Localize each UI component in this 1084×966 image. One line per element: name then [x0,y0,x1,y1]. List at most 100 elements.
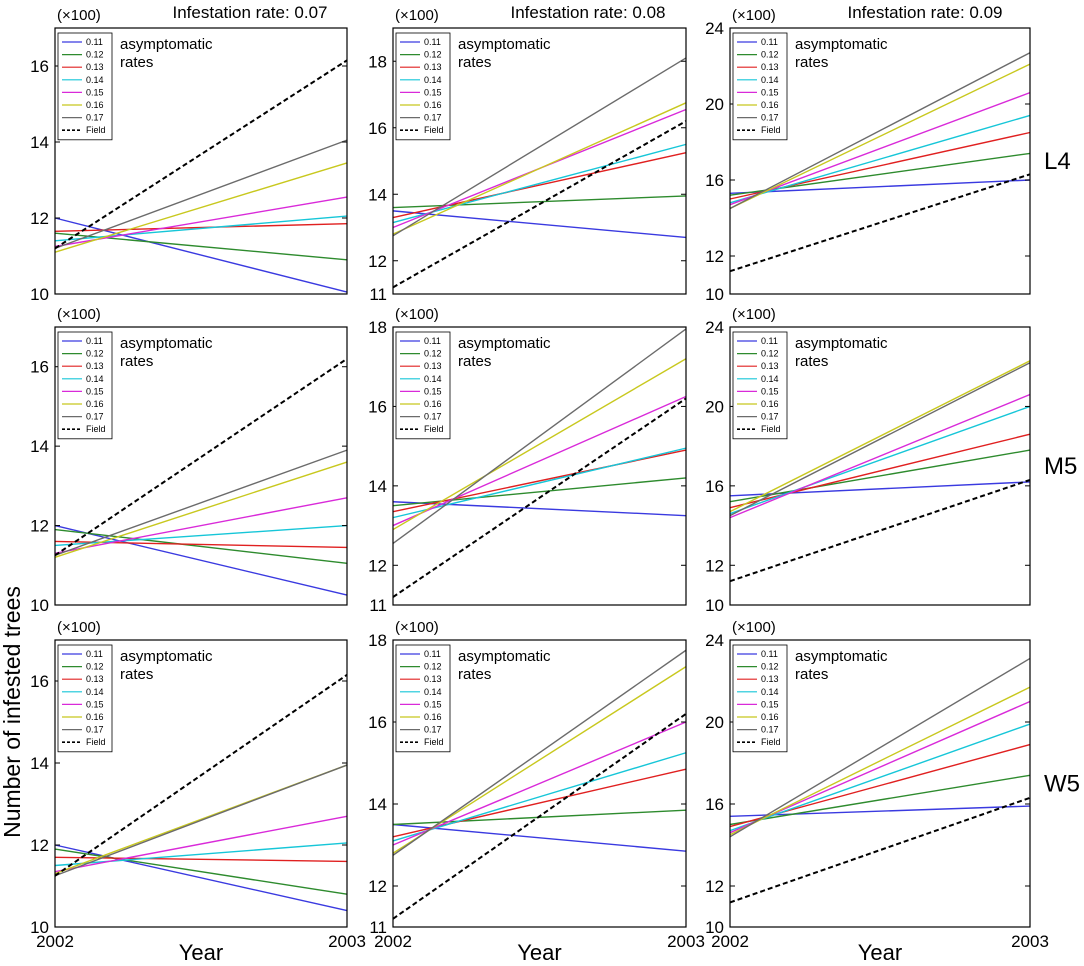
legend-label-0.13: 0.13 [86,674,104,684]
legend-label-Field: Field [86,125,106,135]
row-label-m5: M5 [1044,453,1077,480]
legend-label-0.14: 0.14 [424,687,442,697]
y-tick-label: 12 [705,247,724,266]
legend-label-0.11: 0.11 [86,37,103,47]
series-line-0.16 [729,360,1031,513]
legend-title: asymptomatic [120,335,213,352]
legend-title: rates [795,54,828,71]
y-axis-label: Number of infested trees [0,586,25,838]
legend-label-0.11: 0.11 [86,649,103,659]
chart-panel-l4-0.08: 11 12 14 16 18 (×100) 0.11 0.12 0.13 0.14 0.15 0.16… [368,7,687,304]
plot-frame [729,27,1031,295]
legend-label-0.15: 0.15 [424,386,442,396]
legend-label-0.16: 0.16 [86,399,104,409]
legend-box [395,644,451,753]
legend: 0.11 0.12 0.13 0.14 0.15 0.16 0.17 Field asympto… [57,331,213,440]
y-tick-label: 10 [705,596,724,615]
series-line-0.13 [392,449,687,513]
y-tick-label: 24 [705,318,724,337]
legend-box [395,331,451,440]
x-tick-label: 2002 [36,932,74,951]
legend-label-0.16: 0.16 [86,100,104,110]
y-tick-label: 12 [368,252,387,271]
scale-label: (×100) [732,306,776,323]
series-line-0.16 [729,686,1031,836]
series-line-0.15 [54,497,348,555]
legend-title: rates [795,666,828,683]
legend-label-0.13: 0.13 [761,361,779,371]
legend: 0.11 0.12 0.13 0.14 0.15 0.16 0.17 Field asympto… [732,32,888,141]
legend-box [57,32,113,141]
series-line-0.16 [392,358,687,531]
legend-label-Field: Field [424,737,444,747]
series-line-0.11 [392,823,687,852]
y-tick-label: 16 [705,171,724,190]
legend-label-0.14: 0.14 [761,75,779,85]
series-line-0.17 [729,362,1031,517]
series-line-Field [54,674,348,877]
y-tick-label: 16 [368,713,387,732]
series-line-Field [729,173,1031,273]
legend-label-0.14: 0.14 [761,374,779,384]
chart-panel-m5-0.07: 10121416(×100)0.110.120.130.140.150.160.… [30,306,348,615]
y-tick-label: 14 [30,133,49,152]
y-tick-label: 14 [368,795,387,814]
legend-label-0.16: 0.16 [424,100,442,110]
y-tick-label: 16 [30,672,49,691]
legend-label-0.15: 0.15 [761,386,779,396]
series-line-0.17 [392,328,687,545]
legend-title: asymptomatic [795,648,888,665]
y-tick-label: 14 [368,477,387,496]
y-tick-label: 20 [705,397,724,416]
legend-label-0.13: 0.13 [86,62,104,72]
column-title-3: Infestation rate: 0.09 [848,3,1003,22]
series-line-0.14 [729,405,1031,515]
legend-box [732,32,788,141]
legend-title: asymptomatic [458,648,551,665]
legend-label-0.15: 0.15 [86,699,104,709]
y-tick-label: 20 [705,95,724,114]
legend-label-0.13: 0.13 [424,674,442,684]
legend-label-Field: Field [86,424,106,434]
series-line-0.12 [54,848,348,895]
series-line-0.11 [729,179,1031,194]
legend-label-0.13: 0.13 [424,361,442,371]
legend-label-0.14: 0.14 [424,374,442,384]
legend-label-0.12: 0.12 [424,50,442,60]
legend-title: asymptomatic [795,335,888,352]
series-line-0.13 [729,433,1031,509]
legend-label-0.11: 0.11 [761,649,778,659]
series-line-0.17 [392,57,687,237]
legend-title: rates [458,666,491,683]
chart-panel-m5-0.09: 10 12 16 20 24 (×100) 0.11 0.12 0.13 0.14 0.15 0.16… [705,306,1031,615]
series-line-0.13 [392,152,687,219]
series-line-0.13 [54,223,348,232]
x-axis-label: Year [179,940,223,965]
legend-label-Field: Field [761,125,781,135]
scale-label: (×100) [57,7,101,24]
legend-label-0.12: 0.12 [761,349,779,359]
series-line-0.12 [392,195,687,209]
legend-label-0.17: 0.17 [86,113,104,123]
y-tick-label: 20 [705,713,724,732]
y-tick-label: 16 [368,119,387,138]
x-tick-label: 2002 [711,932,749,951]
legend-label-0.17: 0.17 [424,725,442,735]
legend-label-0.16: 0.16 [86,712,104,722]
plot-frame [54,27,348,295]
y-tick-label: 10 [30,596,49,615]
legend-box [57,331,113,440]
legend-label-0.11: 0.11 [761,37,778,47]
y-tick-label: 12 [368,877,387,896]
series-line-Field [54,357,348,557]
series-line-0.14 [392,143,687,224]
series-line-Field [392,120,687,289]
series-line-0.17 [392,649,687,856]
legend-title: rates [458,353,491,370]
legend: 0.11 0.12 0.13 0.14 0.15 0.16 0.17 Field asympto… [395,644,551,753]
row-label-l4: L4 [1044,148,1071,175]
legend: 0.11 0.12 0.13 0.14 0.15 0.16 0.17 Field asympto… [395,32,551,141]
series-line-0.15 [392,395,687,527]
series-line-0.15 [729,393,1031,519]
